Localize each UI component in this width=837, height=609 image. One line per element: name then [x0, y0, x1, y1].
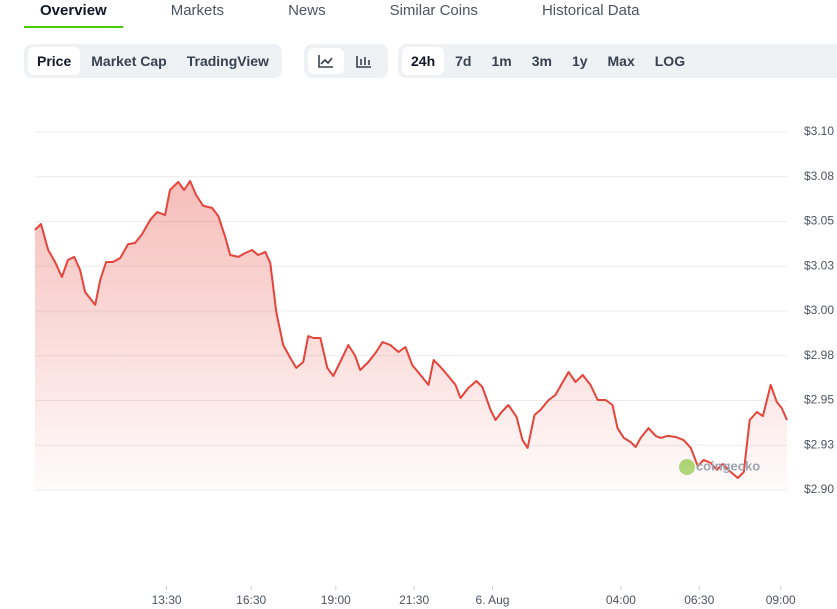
- x-tick-label: 19:00: [321, 593, 351, 607]
- tab[interactable]: Overview: [24, 0, 123, 28]
- y-tick-label: $3.05: [804, 214, 834, 228]
- range-button[interactable]: LOG: [654, 53, 686, 69]
- x-tick-label: 13:30: [152, 593, 182, 607]
- tab[interactable]: Similar Coins: [389, 2, 478, 19]
- range-button[interactable]: 1y: [571, 53, 588, 69]
- x-tick-label: 21:30: [399, 593, 429, 607]
- x-tick-label: 6. Aug: [475, 593, 509, 607]
- range-button[interactable]: 3m: [531, 53, 552, 69]
- chart-type-button[interactable]: Market Cap: [91, 53, 167, 69]
- tab[interactable]: Historical Data: [541, 2, 640, 19]
- range-group: 24h 7d 1m 3m 1y Max LOG: [398, 44, 837, 78]
- x-tick-label: 09:00: [766, 593, 796, 607]
- y-tick-label: $2.98: [804, 348, 834, 362]
- x-tick-label: 04:00: [606, 593, 636, 607]
- chart-type-button[interactable]: TradingView: [186, 53, 269, 69]
- x-tick-label: 16:30: [236, 593, 266, 607]
- range-button[interactable]: 7d: [455, 53, 472, 69]
- chart-type-button[interactable]: Price: [28, 47, 81, 75]
- range-button[interactable]: 24h: [402, 47, 445, 75]
- range-button[interactable]: Max: [607, 53, 635, 69]
- tab-bar: Overview Markets News Similar Coins Historic…: [24, 0, 655, 28]
- y-tick-label: $2.90: [804, 482, 834, 496]
- price-area: [35, 181, 787, 490]
- x-tick-label: 06:30: [684, 593, 714, 607]
- y-tick-label: $3.00: [804, 303, 834, 317]
- candle-view[interactable]: [346, 48, 382, 74]
- tab[interactable]: News: [288, 2, 326, 19]
- y-tick-label: $3.10: [804, 124, 834, 138]
- y-tick-label: $2.93: [804, 437, 834, 451]
- price-line: [34, 180, 788, 479]
- tab[interactable]: Markets: [170, 2, 225, 19]
- watermark-logo: [679, 459, 695, 475]
- range-button[interactable]: 1m: [491, 53, 512, 69]
- watermark: coingecko: [696, 458, 760, 473]
- view-group: [304, 44, 388, 78]
- y-tick-label: $2.95: [804, 393, 834, 407]
- y-tick-label: $3.08: [804, 169, 834, 183]
- line-view[interactable]: [308, 48, 344, 74]
- chart-type-group: Price Market Cap TradingView: [24, 44, 282, 78]
- y-tick-label: $3.03: [804, 258, 834, 272]
